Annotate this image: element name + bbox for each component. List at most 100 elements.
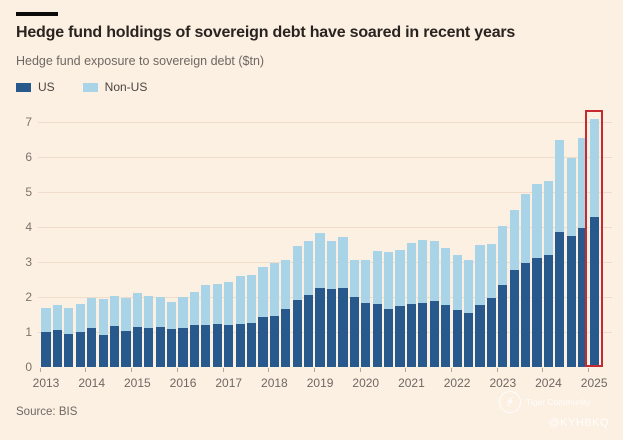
bar-segment-us [212,323,222,367]
bar-segment-us [281,308,291,367]
bar-segment-us [463,313,474,367]
ft-top-rule [16,12,58,16]
bar-segment-non-us [64,307,74,335]
bar-segment-non-us [589,119,599,217]
gridline [38,122,612,123]
bar-segment-non-us [246,274,257,323]
y-axis-label: 0 [25,360,32,374]
x-axis-label: 2024 [535,376,562,390]
chart-legend: US Non-US [16,80,175,94]
x-axis-label: 2022 [443,376,471,390]
y-axis-label: 7 [25,115,32,129]
bar-segment-non-us [167,302,177,329]
bar-segment-us [555,231,565,367]
bar-segment-us [566,236,576,367]
bar-segment-us [64,334,74,367]
y-axis-label: 6 [25,150,32,164]
x-axis-tick [39,368,41,372]
bar-segment-non-us [349,260,359,297]
stacked-bar [578,138,588,367]
bar-segment-non-us [406,242,417,305]
bar-segment-us [155,327,165,367]
bar-segment-non-us [304,241,314,296]
x-axis-tick [587,368,589,372]
x-axis-tick [313,368,315,372]
bar-segment-non-us [144,296,154,328]
bar-segment-non-us [326,241,337,290]
bar-segment-us [189,324,200,367]
bar-segment-us [486,298,496,367]
bar-segment-non-us [418,239,428,303]
bar-segment-us [475,305,485,367]
stacked-bar [64,307,74,368]
stacked-bar [589,119,599,367]
bar-segment-us [326,289,337,367]
page-title: Hedge fund holdings of sovereign debt ha… [16,24,516,41]
bar-segment-us [429,300,439,367]
gridline [38,157,612,158]
bar-segment-non-us [452,255,462,311]
stacked-bar [167,302,177,367]
stacked-bar [555,139,565,368]
bar-segment-non-us [201,285,211,325]
bar-segment-non-us [189,292,200,325]
legend-item-us: US [16,80,55,94]
bar-segment-us [384,309,394,367]
legend-swatch-us [16,82,31,92]
bar-segment-us [406,304,417,367]
x-axis-tick [450,368,452,372]
stacked-bar [121,298,131,367]
bar-segment-non-us [521,194,531,264]
stacked-bar [109,295,120,367]
stacked-bar [463,259,474,367]
stacked-bar [212,283,222,367]
stacked-bar [429,241,439,367]
x-axis-tick [268,368,270,372]
x-axis-tick [496,368,498,372]
bar-segment-us [144,327,154,367]
stacked-bar [132,292,142,367]
x-axis-tick [131,368,133,372]
stacked-bar [566,158,576,367]
x-axis-tick [222,368,224,372]
bar-segment-us [41,331,51,367]
watermark-brand: Tiger Community [526,397,591,407]
bar-segment-us [418,302,428,367]
bar-segment-us [315,287,325,367]
x-axis-tick [85,368,87,372]
x-axis-label: 2018 [261,376,288,390]
x-axis-label: 2023 [489,376,517,390]
x-axis-label: 2014 [78,376,106,390]
bar-segment-non-us [52,305,62,331]
bar-segment-non-us [486,243,496,299]
bar-segment-non-us [578,138,588,229]
bar-segment-non-us [292,245,302,301]
bar-segment-us [578,228,588,367]
bar-segment-us [452,310,462,367]
stacked-bar [98,299,108,367]
bar-segment-non-us [178,297,188,328]
bar-segment-non-us [212,283,222,324]
bar-segment-us [121,331,131,367]
gridline [38,297,612,298]
bar-segment-non-us [463,259,474,314]
bar-segment-us [304,295,314,367]
x-axis-tick [176,368,178,372]
bar-segment-non-us [395,250,405,307]
legend-item-non-us: Non-US [82,80,147,94]
bar-segment-us [441,305,451,367]
bar-segment-us [361,302,371,367]
stacked-bar [338,237,348,367]
x-axis-label: 2017 [215,376,243,390]
stacked-bar [246,274,257,367]
bar-segment-non-us [41,308,51,332]
x-axis-tick [359,368,361,372]
bar-segment-us [269,316,279,367]
y-axis-label: 4 [25,220,32,234]
stacked-bar [258,266,268,367]
bar-segment-us [167,328,177,367]
bar-segment-non-us [132,292,142,328]
bar-segment-non-us [121,298,131,332]
stacked-bar [281,260,291,367]
